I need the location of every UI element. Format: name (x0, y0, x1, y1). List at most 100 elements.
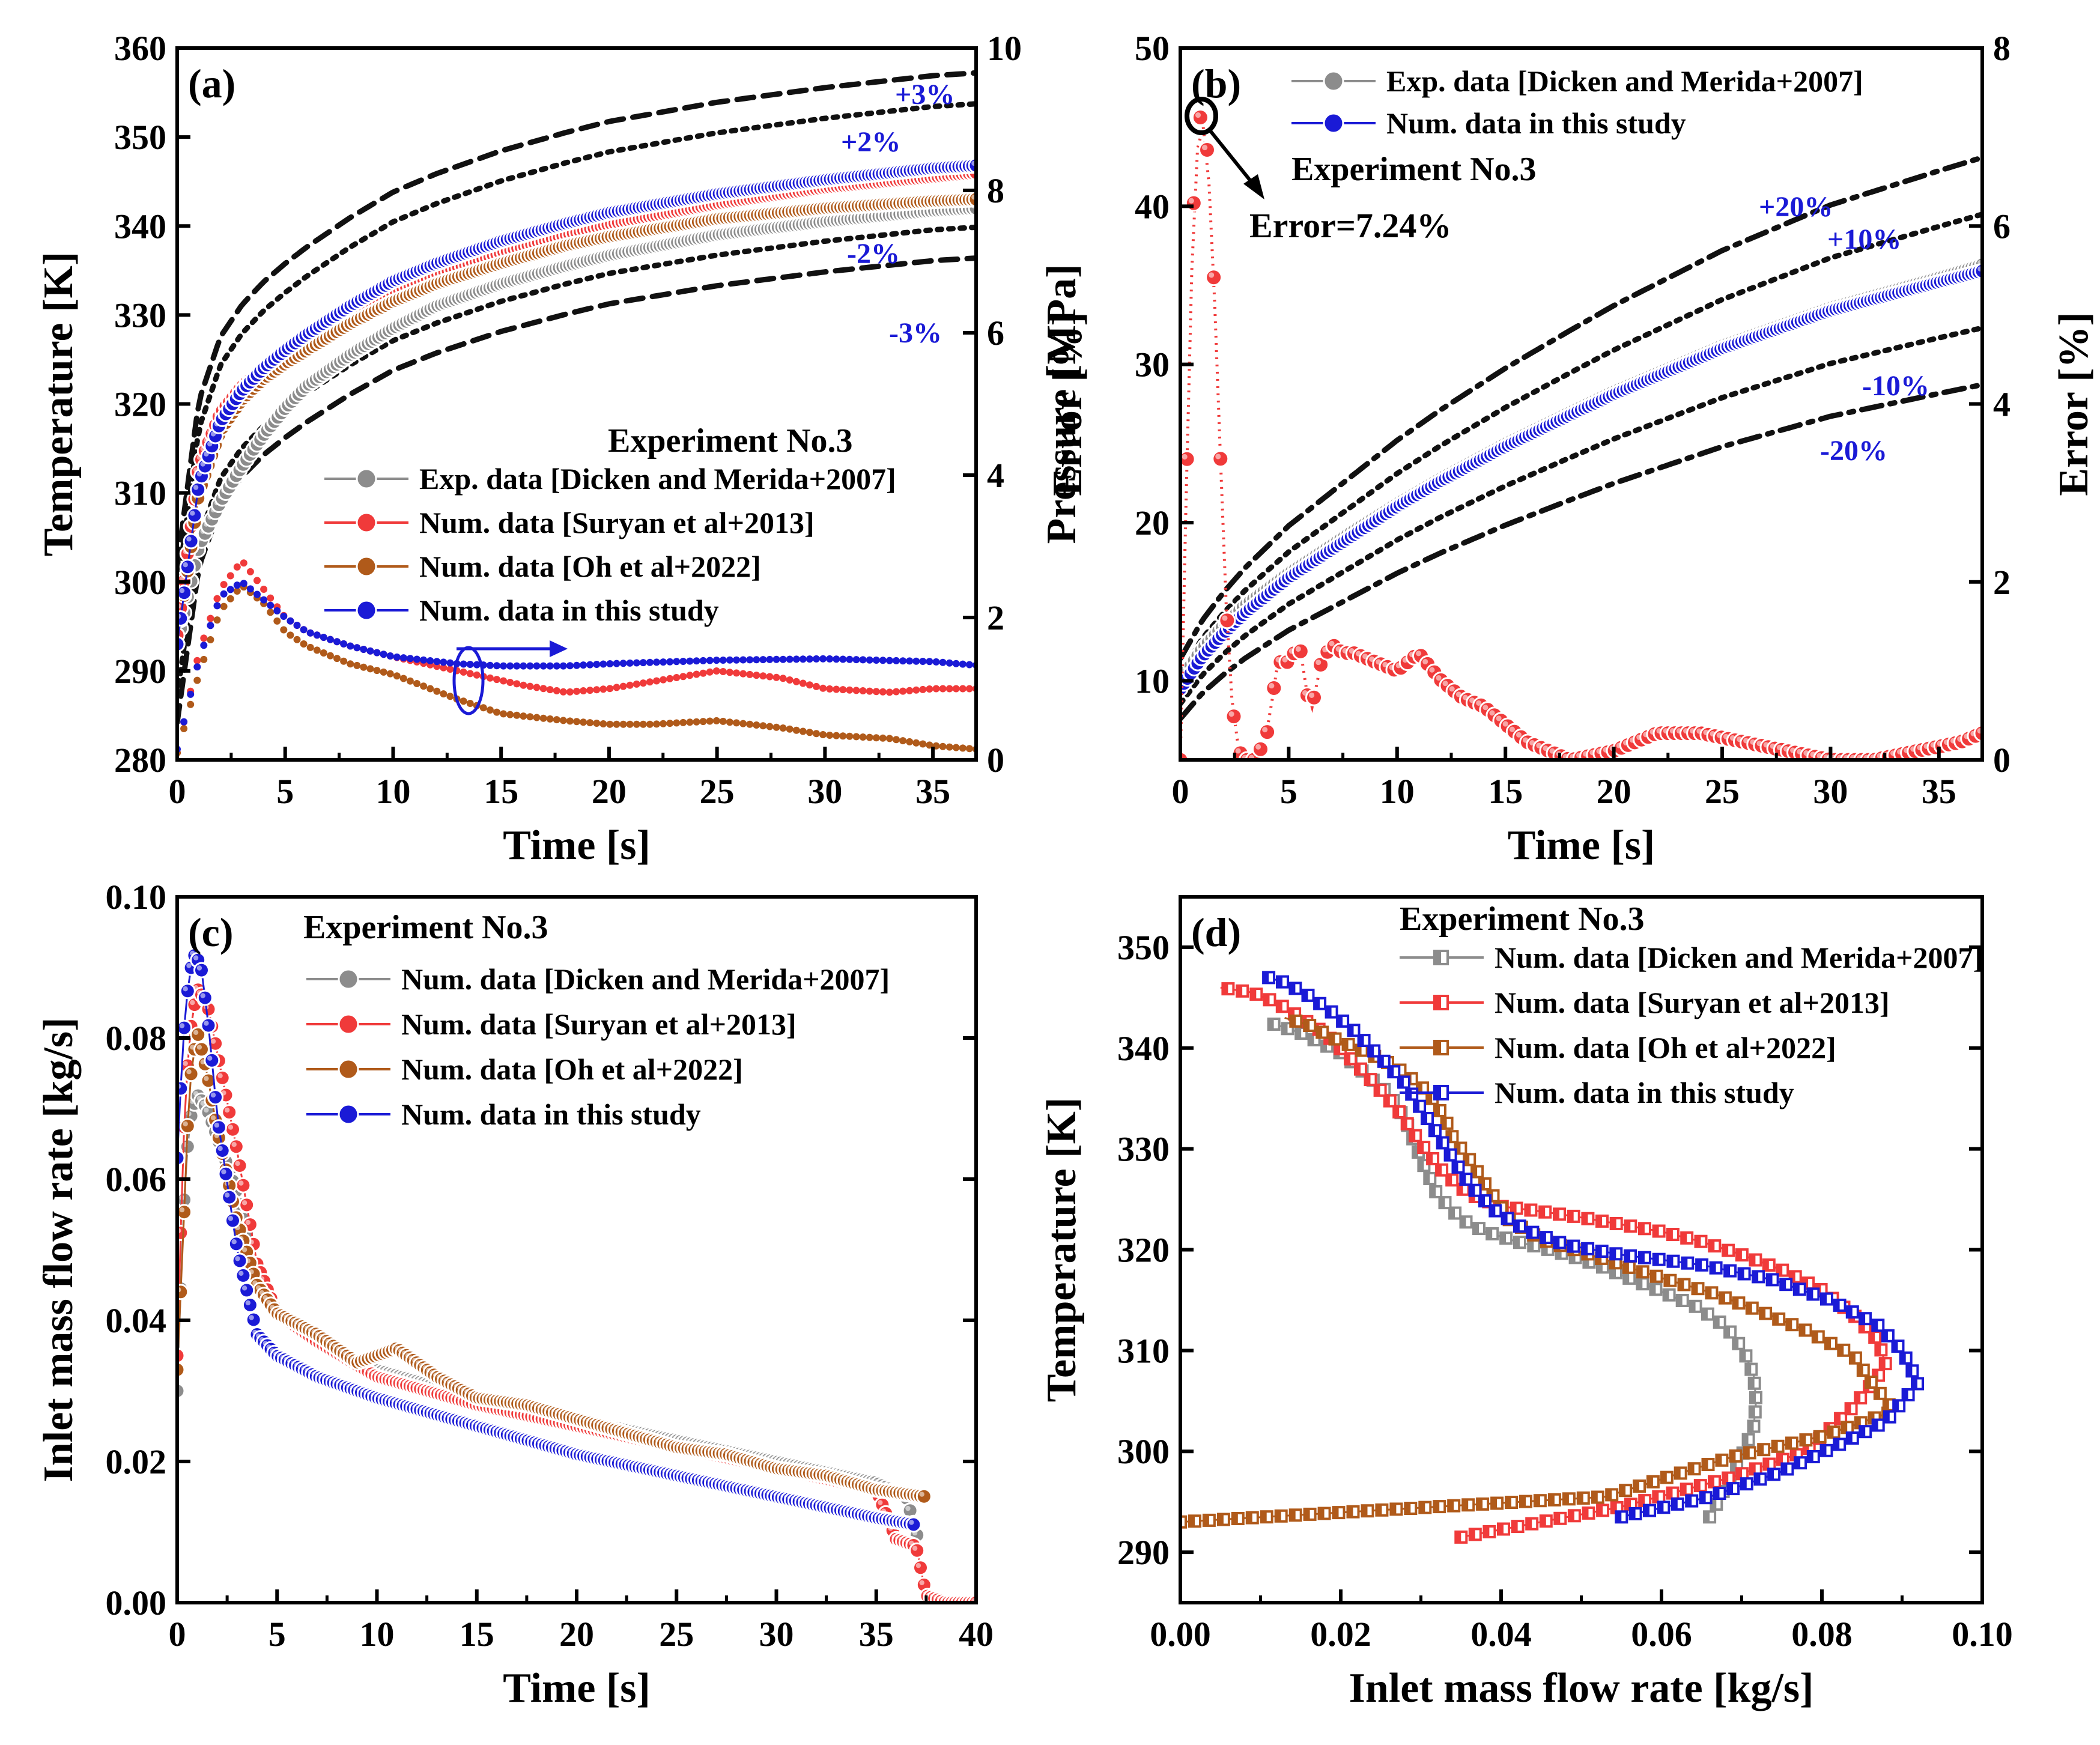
point-a-6-117 (952, 660, 960, 667)
legend-label-b-1: Num. data in this study (1386, 106, 1686, 140)
point-a-6-102 (852, 656, 860, 664)
point-a-6-84 (733, 656, 740, 664)
point-highlight-b-2-45 (1476, 700, 1482, 706)
point-highlight-c-3-20 (241, 1285, 247, 1291)
point-c-3-7 (193, 962, 210, 979)
point-a-6-7 (220, 590, 228, 598)
point-a-4-54 (533, 684, 541, 691)
x-tick-label-b-0: 0 (1172, 772, 1189, 811)
point-a-4-7 (220, 581, 228, 589)
y2-tick-label-b-0: 0 (1993, 741, 2010, 780)
tolerance-band-a-3 (177, 255, 976, 726)
point-highlight-b-2-48 (1496, 715, 1502, 721)
point-a-5-63 (593, 720, 601, 727)
max-error-arrow-line (1209, 130, 1254, 184)
y2-tick-label-b-1: 2 (1993, 563, 2010, 602)
series-b-1 (1180, 263, 1982, 697)
series-a-0 (177, 200, 976, 652)
band-label-b-1: +10% (1827, 223, 1901, 255)
point-a-5-16 (280, 626, 288, 634)
point-highlight-c-3-8 (200, 993, 205, 998)
point-a-4-104 (866, 687, 873, 695)
y-tick-label-a-6: 340 (114, 207, 166, 246)
x-tick-label-b-4: 20 (1597, 772, 1631, 811)
point-a-6-30 (373, 649, 381, 657)
band-label-b-0: +20% (1759, 191, 1833, 223)
point-b-2-3 (1191, 109, 1209, 126)
point-a-4-84 (733, 669, 740, 677)
plot-area-c (177, 947, 976, 1603)
point-b-2-13 (1258, 723, 1276, 741)
x-tick-label-b-7: 35 (1922, 772, 1956, 811)
point-a-5-52 (520, 712, 527, 720)
point-a-5-30 (373, 667, 381, 675)
point-a-4-116 (945, 685, 953, 693)
point-a-4-74 (666, 675, 674, 682)
point-highlight-c-3-9 (204, 1021, 209, 1026)
point-highlight-b-2-41 (1449, 686, 1455, 692)
point-highlight-c-3-11 (210, 1092, 216, 1098)
point-highlight-b-2-18 (1295, 646, 1301, 652)
point-a-4-92 (786, 676, 794, 684)
point-a-4-55 (539, 685, 547, 693)
point-a-4-43 (460, 668, 467, 676)
point-a-6-37 (420, 656, 428, 664)
point-c-1-18 (231, 1158, 248, 1174)
point-highlight-c-2-6 (193, 1030, 199, 1036)
point-a-4-69 (633, 680, 640, 688)
point-highlight-b-2-39 (1436, 675, 1442, 681)
point-a-6-99 (833, 655, 840, 663)
y-tick-label-a-8: 360 (114, 29, 166, 68)
y-tick-label-b-2: 30 (1135, 345, 1170, 384)
point-a-6-113 (926, 658, 933, 666)
point-a-5-56 (546, 715, 554, 723)
point-a-4-60 (573, 687, 580, 695)
point-a-6-101 (846, 655, 854, 663)
max-error-ellipse (1185, 97, 1218, 135)
point-a-5-49 (500, 710, 508, 718)
point-a-4-77 (686, 672, 694, 679)
point-c-1-17 (228, 1138, 244, 1155)
series-line-b-0 (1180, 264, 1982, 682)
x-tick-label-a-0: 0 (169, 772, 186, 811)
point-b-2-12 (1252, 740, 1269, 758)
legend-marker-a-1 (356, 512, 377, 533)
point-a-6-14 (267, 601, 275, 609)
point-a-4-85 (739, 670, 747, 678)
point-a-4-59 (566, 688, 574, 696)
point-highlight-a-3-4 (186, 536, 192, 542)
point-a-4-50 (506, 679, 514, 686)
point-b-2-20 (1305, 688, 1323, 706)
point-highlight-c-3-3 (183, 986, 188, 992)
point-a-5-72 (653, 720, 660, 728)
legend-marker-a-3 (356, 599, 377, 621)
point-a-6-19 (300, 626, 308, 634)
point-a-5-21 (313, 646, 321, 654)
point-a-5-17 (287, 631, 294, 639)
point-a-6-2 (187, 690, 195, 698)
point-a-5-79 (699, 718, 707, 726)
point-a-6-21 (313, 631, 321, 639)
point-a-6-85 (739, 656, 747, 664)
x-axis-title-a: Time [s] (503, 822, 651, 869)
point-b-2-4 (1198, 141, 1216, 159)
point-a-5-118 (959, 744, 967, 752)
point-a-5-74 (666, 720, 674, 727)
x-tick-label-b-5: 25 (1705, 772, 1740, 811)
point-a-5-83 (726, 718, 733, 726)
point-highlight-b-2-9 (1235, 748, 1241, 754)
legend-marker-b-0 (1323, 70, 1344, 92)
point-a-4-113 (926, 685, 933, 693)
point-a-4-52 (520, 681, 527, 689)
point-a-4-11 (246, 568, 254, 575)
point-highlight-c-0-9 (204, 1107, 209, 1113)
point-c-3-12 (210, 1119, 227, 1136)
point-a-6-91 (779, 655, 787, 663)
point-a-6-94 (799, 655, 807, 663)
point-highlight-a-3-3 (183, 562, 188, 568)
point-a-3-6 (190, 481, 207, 498)
y-axis-title-a: Temperature [K] (35, 252, 82, 556)
point-highlight-c-1-18 (235, 1161, 240, 1167)
point-a-6-61 (580, 661, 587, 669)
